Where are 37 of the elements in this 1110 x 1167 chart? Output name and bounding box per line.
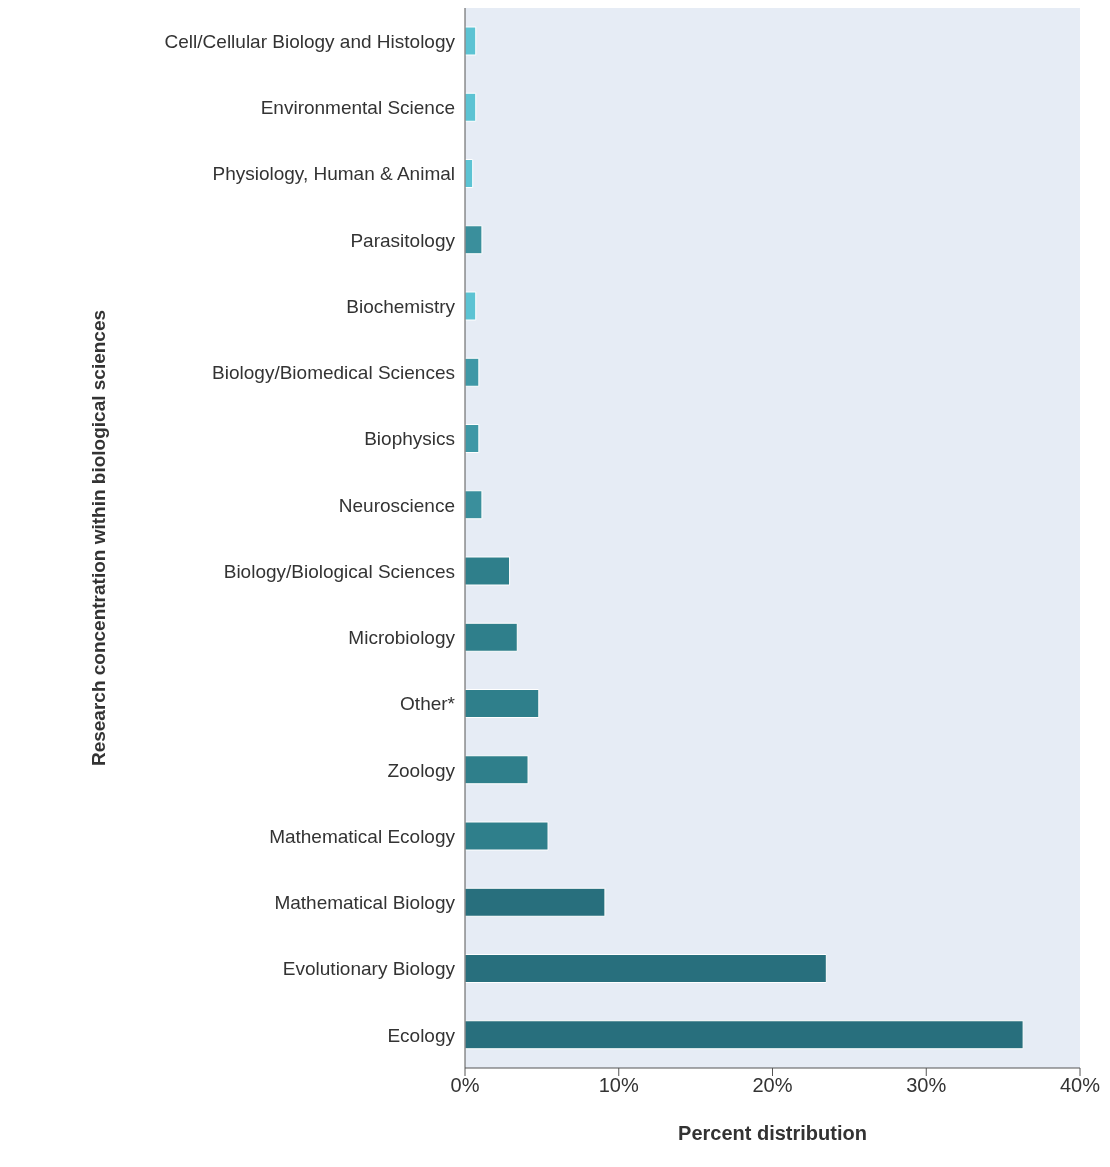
y-tick-label: Biology/Biological Sciences (223, 560, 455, 582)
y-tick-label: Biophysics (364, 428, 455, 450)
y-axis-title: Research concentration within biological sciences (87, 309, 109, 767)
bar (465, 1020, 1024, 1050)
bar (465, 291, 477, 321)
y-tick-label: Physiology, Human & Animal (212, 163, 455, 185)
y-tick-label: Mathematical Ecology (269, 825, 456, 847)
y-tick-label: Mathematical Biology (274, 892, 456, 914)
bar (465, 490, 483, 520)
y-tick-label: Cell/Cellular Biology and Histology (164, 30, 456, 52)
x-tick-label: 20% (752, 1074, 793, 1097)
y-tick-label: Zoology (387, 759, 456, 781)
bar (465, 689, 540, 718)
bar (465, 954, 827, 983)
y-tick-label: Parasitology (350, 229, 456, 251)
bar (465, 225, 483, 255)
x-tick-label: 40% (1059, 1074, 1101, 1097)
y-tick-label: Biochemistry (346, 295, 456, 317)
y-tick-label: Biology/Biomedical Sciences (212, 362, 455, 384)
y-tick-label: Evolutionary Biology (282, 958, 456, 980)
bar (465, 357, 480, 387)
bar (465, 556, 511, 586)
x-tick-label: 10% (598, 1074, 639, 1097)
bar (465, 424, 480, 453)
x-tick-label: 0% (450, 1074, 480, 1097)
y-tick-label: Neuroscience (338, 494, 455, 516)
y-tick-label: Other* (400, 693, 456, 715)
y-tick-label: Microbiology (348, 627, 456, 649)
y-tick-label: Ecology (387, 1024, 456, 1046)
y-tick-label: Environmental Science (260, 97, 455, 119)
bar (465, 755, 529, 785)
x-tick-label: 30% (906, 1074, 947, 1097)
bar (465, 821, 549, 851)
bar (465, 887, 606, 917)
bar (465, 622, 518, 652)
bar (465, 26, 477, 56)
x-axis-title: Percent distribution (678, 1122, 867, 1144)
